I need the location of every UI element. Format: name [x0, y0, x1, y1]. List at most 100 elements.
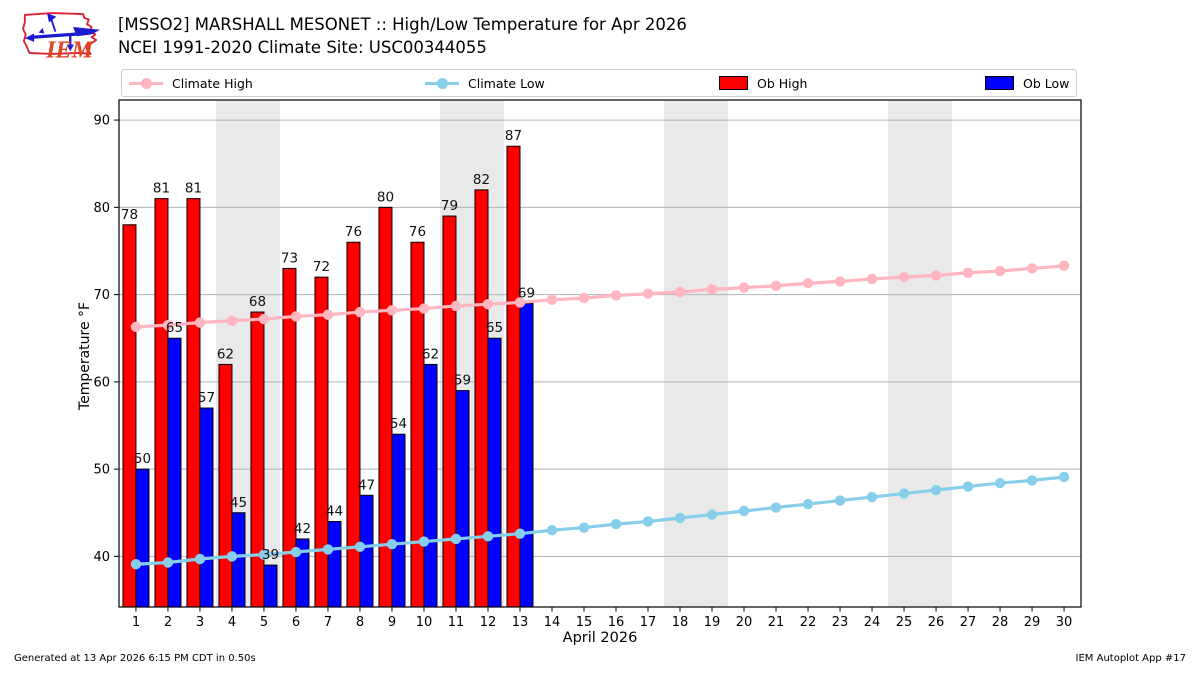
weathervane-icon — [24, 13, 100, 52]
x-tick-label: 10 — [416, 615, 433, 630]
data-point — [802, 498, 814, 510]
data-point — [482, 531, 494, 542]
data-point — [642, 516, 654, 527]
data-point — [514, 297, 526, 308]
x-tick-label: 25 — [896, 615, 913, 630]
data-point — [1058, 471, 1070, 483]
bar-value-label: 76 — [409, 224, 426, 240]
weekend-bands — [215, 100, 953, 607]
data-point — [770, 280, 782, 292]
x-tick-label: 16 — [608, 615, 625, 630]
figure-subtitle: NCEI 1991-2020 Climate Site: USC00344055 — [118, 38, 487, 57]
x-tick-label: 2 — [164, 615, 172, 630]
legend-item-ob-high: Ob High — [719, 70, 807, 96]
bar-value-label: 59 — [454, 373, 471, 389]
bar-value-label: 39 — [262, 547, 279, 563]
data-point — [386, 305, 398, 316]
bar-value-label: 44 — [326, 503, 343, 519]
x-tick-label: 3 — [196, 615, 204, 630]
bar-value-label: 81 — [185, 181, 202, 197]
x-tick-label: 26 — [928, 615, 945, 630]
x-tick-label: 19 — [704, 615, 721, 630]
bar-value-label: 79 — [441, 198, 458, 214]
x-tick-label: 24 — [864, 615, 881, 630]
bar-value-label: 68 — [249, 294, 266, 310]
climate-low-line — [130, 471, 1070, 570]
legend-item-climate-high: Climate High — [129, 70, 253, 96]
bar — [423, 363, 438, 608]
bar-value-label: 42 — [294, 521, 311, 537]
data-point — [962, 481, 974, 492]
bar-value-label: 54 — [390, 416, 407, 432]
data-point — [322, 544, 334, 555]
data-point — [450, 533, 462, 545]
data-point — [738, 282, 750, 293]
bar — [199, 407, 214, 608]
bar-value-label: 78 — [121, 207, 138, 223]
x-tick-label: 8 — [356, 615, 364, 630]
bar — [519, 302, 534, 608]
data-point — [898, 488, 910, 499]
data-point — [290, 311, 302, 322]
data-point — [162, 319, 174, 331]
bar — [154, 198, 169, 608]
x-tick-label: 15 — [576, 615, 593, 630]
data-point — [226, 551, 238, 562]
bar — [487, 337, 502, 608]
x-tick-label: 1 — [132, 615, 140, 630]
y-tick-label: 50 — [93, 463, 110, 478]
x-tick-label: 27 — [960, 615, 977, 630]
climate-high-line — [130, 260, 1070, 333]
data-point — [226, 315, 238, 326]
gridlines — [119, 119, 1081, 557]
data-point — [994, 477, 1006, 489]
x-tick-label: 23 — [832, 615, 849, 630]
data-point — [130, 321, 142, 333]
bar — [391, 433, 406, 608]
bar-value-label: 72 — [313, 259, 330, 275]
data-point — [354, 306, 366, 318]
data-point — [258, 549, 270, 560]
climate-high-line-swatch — [129, 77, 163, 89]
bar — [346, 241, 361, 608]
data-point — [1026, 475, 1038, 486]
iem-logo-text: IEM — [45, 38, 94, 64]
data-point — [354, 541, 366, 552]
data-point — [706, 284, 718, 295]
bar-value-label: 69 — [518, 285, 535, 301]
y-tick-label: 70 — [93, 288, 110, 303]
x-tick-label: 5 — [260, 615, 268, 630]
bar-value-label: 65 — [486, 320, 503, 336]
legend-label: Ob Low — [1023, 75, 1070, 91]
ob-low-patch-swatch — [985, 76, 1014, 90]
data-point — [866, 491, 878, 503]
data-point — [738, 505, 750, 517]
ob-high-patch-swatch — [719, 76, 748, 90]
data-point — [610, 518, 622, 530]
x-tick-label: 20 — [736, 615, 753, 630]
data-point — [930, 484, 942, 496]
data-point — [674, 286, 686, 298]
legend-label: Climate High — [172, 75, 253, 91]
data-point — [770, 502, 782, 513]
bar-value-label: 82 — [473, 172, 490, 188]
bar-value-label: 62 — [422, 346, 439, 362]
y-tick-label: 90 — [93, 114, 110, 129]
bar — [135, 468, 150, 608]
bar-value-label: 65 — [166, 320, 183, 336]
data-point — [578, 292, 590, 304]
bar-value-label: 80 — [377, 189, 394, 205]
data-point — [546, 525, 558, 536]
bar — [410, 241, 425, 608]
plot-border — [118, 99, 1082, 608]
x-tick-label: 18 — [672, 615, 689, 630]
footer-app-text: IEM Autoplot App #17 — [1075, 653, 1186, 664]
data-point — [898, 271, 910, 283]
bar — [314, 276, 329, 608]
legend-label: Climate Low — [468, 75, 545, 91]
data-point — [418, 303, 430, 314]
x-tick-label: 17 — [640, 615, 657, 630]
x-axis-label: April 2026 — [562, 630, 638, 646]
bar — [474, 189, 489, 608]
